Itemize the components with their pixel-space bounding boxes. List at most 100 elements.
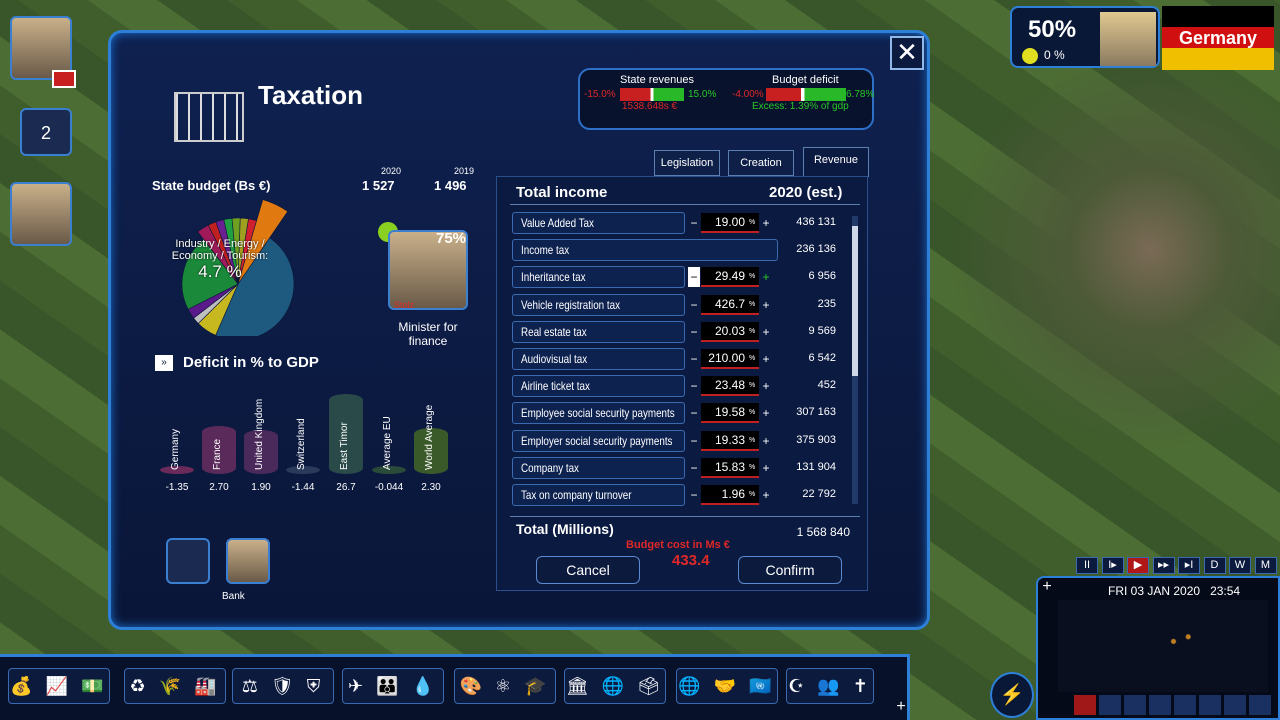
percent-sign: %	[749, 436, 756, 444]
tax-rate-input[interactable]: 210.00	[701, 349, 748, 369]
bar-germany[interactable]	[160, 466, 194, 474]
increase-button[interactable]: +	[762, 297, 770, 312]
decrease-button[interactable]: −	[690, 433, 698, 448]
speed-button[interactable]: ▸▸	[1152, 557, 1175, 574]
decrease-button[interactable]: −	[690, 352, 698, 366]
decrease-button[interactable]: −	[690, 379, 698, 394]
increase-button[interactable]: +	[762, 324, 770, 339]
scrollbar[interactable]	[852, 216, 858, 504]
tax-rate-stepper[interactable]: − 29.49 % +	[688, 267, 772, 288]
decrease-button[interactable]: −	[690, 488, 698, 502]
budget-pie-chart[interactable]	[170, 196, 300, 336]
toolbar-group-government-world-elections[interactable]: 🏛 🌐 🗳	[564, 668, 666, 704]
bar-united-kingdom[interactable]	[244, 429, 278, 474]
tax-row: Tax on company turnover	[512, 484, 685, 506]
tax-row-label: Employer social security payments	[521, 433, 673, 448]
cabinet-count-button[interactable]: 2	[20, 108, 72, 156]
tax-row: Inheritance tax	[512, 266, 685, 289]
bar-value: 2.30	[421, 482, 441, 493]
minimap-filter-active[interactable]	[1074, 695, 1096, 715]
decrease-button[interactable]: −	[690, 324, 698, 339]
confirm-button[interactable]: Confirm	[738, 556, 842, 584]
speed-button[interactable]: W	[1229, 557, 1251, 574]
increase-button[interactable]: +	[762, 216, 770, 230]
revenues-gauge	[620, 88, 684, 101]
tax-rate-input[interactable]: 426.7	[701, 294, 748, 315]
tax-rate-input[interactable]: 19.00	[701, 213, 748, 233]
tax-rate-input[interactable]: 29.49	[701, 267, 748, 288]
toolbar-group-religion[interactable]: ☪ 👥 ✝	[786, 668, 874, 704]
tax-rate-input[interactable]: 15.83	[701, 457, 748, 478]
increase-button[interactable]: +	[762, 433, 770, 448]
decrease-button[interactable]: −	[690, 460, 698, 475]
budget-value-2019: 1 496	[434, 178, 467, 193]
lightning-button[interactable]: ⚡	[990, 672, 1034, 718]
toolbar-group-justice-defense-police[interactable]: ⚖ 🛡 ⛨	[232, 668, 334, 704]
tax-rate-input[interactable]: 1.96	[701, 485, 748, 505]
tax-rate-stepper[interactable]: − 19.33 % +	[688, 430, 772, 451]
increase-button[interactable]: +	[762, 352, 770, 366]
tax-rate-input[interactable]: 20.03	[701, 321, 748, 342]
cancel-button[interactable]: Cancel	[536, 556, 640, 584]
bar-world-average[interactable]	[414, 427, 448, 474]
toolbar-group-economy[interactable]: 💰 📈 💵	[8, 668, 110, 704]
tax-rate-input[interactable]: 19.33	[701, 430, 748, 451]
speed-button[interactable]: I▸	[1101, 557, 1124, 574]
speed-button[interactable]: ▸I	[1178, 557, 1200, 574]
chevron-right-icon: »	[155, 355, 173, 371]
tax-rate-input[interactable]: 23.48	[701, 376, 748, 397]
tax-rate-input[interactable]: 19.58	[701, 403, 748, 424]
minister-approval: 75%	[436, 230, 467, 247]
country-flag[interactable]: Germany	[1162, 6, 1274, 70]
world-map[interactable]	[1058, 600, 1268, 692]
tax-rate-stepper[interactable]: − 19.58 % +	[688, 403, 772, 424]
central-bank-icon[interactable]	[166, 538, 210, 584]
speed-button[interactable]: M	[1254, 557, 1277, 574]
tax-rate-stepper[interactable]: − 210.00 % +	[688, 349, 772, 369]
tab-legislation[interactable]: Legislation	[654, 150, 720, 176]
increase-button[interactable]: +	[762, 270, 770, 285]
close-button[interactable]: ✕	[890, 36, 924, 70]
minister-avatar[interactable]	[388, 230, 468, 310]
minimap-filter-bar[interactable]	[1074, 695, 1274, 715]
speed-button[interactable]: ▶	[1127, 557, 1149, 574]
approval-box[interactable]: 50% 0 %	[1010, 6, 1160, 68]
decrease-button[interactable]: −	[688, 267, 700, 288]
toolbar-group-culture-science-education[interactable]: 🎨 ⚛ 🎓	[454, 668, 556, 704]
tax-rate-stepper[interactable]: − 15.83 % +	[688, 457, 772, 478]
tab-revenue[interactable]: Revenue	[803, 147, 869, 177]
increase-button[interactable]: +	[762, 460, 770, 475]
tax-rate-stepper[interactable]: − 426.7 % +	[688, 294, 772, 315]
add-icon[interactable]: +	[1042, 578, 1052, 595]
percent-sign: %	[749, 327, 756, 335]
expand-toolbar-button[interactable]: +	[896, 698, 906, 715]
approval-value: 50%	[1028, 16, 1077, 43]
increase-button[interactable]: +	[762, 379, 770, 394]
bar-switzerland[interactable]	[286, 466, 320, 474]
bar-average-eu[interactable]	[372, 466, 406, 474]
pie-slice[interactable]	[215, 237, 295, 336]
tax-rate-stepper[interactable]: − 19.00 % +	[688, 213, 772, 233]
increase-button[interactable]: +	[762, 488, 770, 502]
tab-creation[interactable]: Creation	[728, 150, 794, 176]
increase-button[interactable]: +	[762, 406, 770, 421]
bar-east-timor[interactable]	[329, 394, 363, 474]
leader-avatar[interactable]	[10, 16, 72, 80]
tax-rate-stepper[interactable]: − 20.03 % +	[688, 321, 772, 342]
toolbar-group-transport-family-health[interactable]: ✈ 👪 💧	[342, 668, 444, 704]
decrease-button[interactable]: −	[690, 406, 698, 421]
decrease-button[interactable]: −	[690, 297, 698, 312]
speed-button[interactable]: II	[1076, 557, 1098, 574]
tax-rate-stepper[interactable]: − 1.96 % +	[688, 485, 772, 505]
toolbar-group-diplomacy[interactable]: 🌐 🤝 🇺🇳	[676, 668, 778, 704]
toolbar-group-environment-agriculture-industry[interactable]: ♻ 🌾 🏭	[124, 668, 226, 704]
pie-slice[interactable]	[237, 199, 289, 285]
bank-avatar[interactable]	[226, 538, 270, 584]
speed-button[interactable]: D	[1203, 557, 1226, 574]
advisor-avatar[interactable]	[10, 182, 72, 246]
pie-slice[interactable]	[181, 239, 239, 310]
decrease-button[interactable]: −	[690, 216, 698, 230]
scrollbar-thumb[interactable]	[852, 226, 858, 376]
bar-france[interactable]	[202, 425, 236, 474]
tax-rate-stepper[interactable]: − 23.48 % +	[688, 376, 772, 397]
